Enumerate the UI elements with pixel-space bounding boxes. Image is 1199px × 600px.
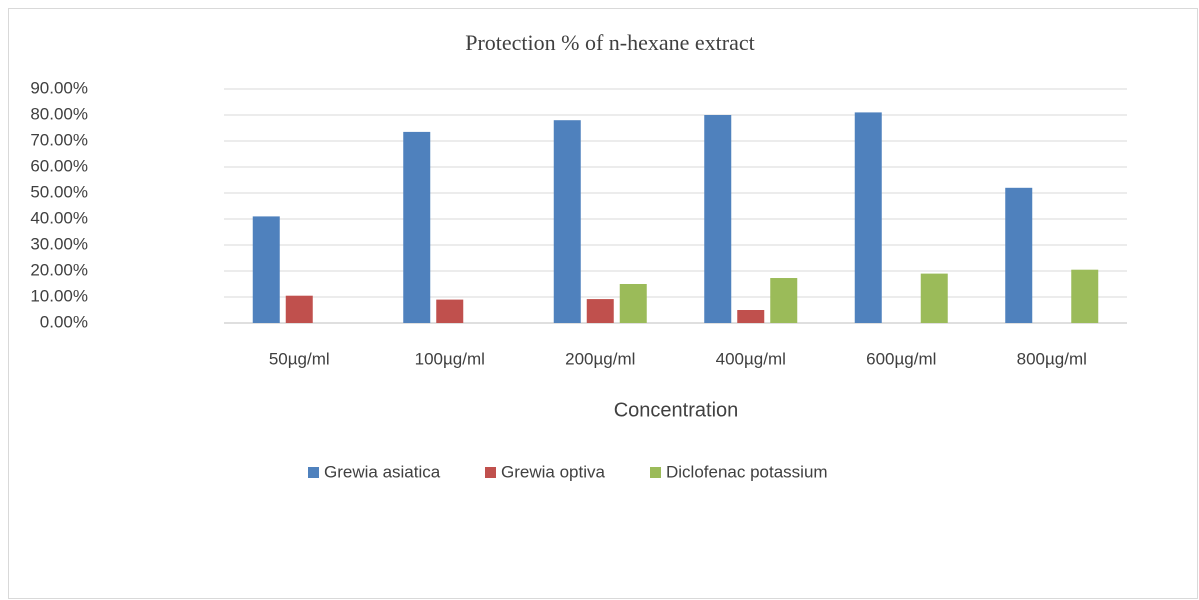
bar — [252, 216, 280, 323]
bar — [737, 310, 765, 323]
y-tick-label: 0.00% — [40, 312, 88, 331]
y-tick-label: 60.00% — [30, 156, 88, 175]
x-tick-label: 400µg/ml — [716, 349, 786, 368]
y-tick-label: 30.00% — [30, 234, 88, 253]
legend-swatch — [650, 467, 661, 478]
y-tick-label: 70.00% — [30, 130, 88, 149]
bar — [586, 299, 614, 323]
x-tick-label: 50µg/ml — [269, 349, 330, 368]
y-tick-label: 50.00% — [30, 182, 88, 201]
x-axis-title: Concentration — [614, 399, 739, 421]
legend-swatch — [308, 467, 319, 478]
bar — [1005, 187, 1033, 323]
legend-label: Grewia asiatica — [324, 462, 441, 481]
bar — [704, 115, 732, 323]
bar — [553, 120, 581, 323]
chart-title: Protection % of n-hexane extract — [465, 30, 755, 55]
y-tick-label: 80.00% — [30, 104, 88, 123]
bar — [285, 295, 313, 323]
legend-swatch — [485, 467, 496, 478]
x-tick-label: 200µg/ml — [565, 349, 635, 368]
x-tick-label: 600µg/ml — [866, 349, 936, 368]
bar — [619, 284, 647, 323]
legend-label: Grewia optiva — [501, 462, 605, 481]
y-tick-label: 10.00% — [30, 286, 88, 305]
bar — [920, 273, 948, 323]
y-tick-label: 90.00% — [30, 78, 88, 97]
bar — [403, 131, 431, 323]
bar — [1071, 269, 1099, 323]
y-tick-label: 20.00% — [30, 260, 88, 279]
y-tick-label: 40.00% — [30, 208, 88, 227]
x-tick-label: 800µg/ml — [1017, 349, 1087, 368]
x-tick-label: 100µg/ml — [415, 349, 485, 368]
bar — [770, 278, 798, 323]
bar — [436, 299, 464, 323]
bar — [854, 112, 882, 324]
legend-label: Diclofenac potassium — [666, 462, 828, 481]
